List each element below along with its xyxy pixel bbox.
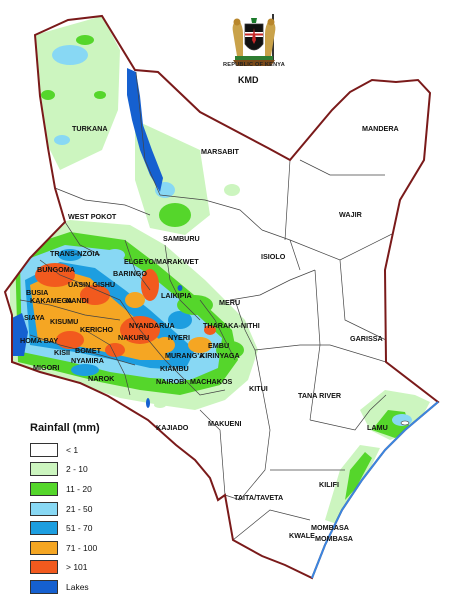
county-label: BUSIA (26, 288, 48, 297)
county-label: KISII (54, 348, 70, 357)
county-label: GARISSA (350, 334, 383, 343)
county-label: MERU (219, 298, 240, 307)
county-label: MANDERA (362, 124, 399, 133)
county-label: WEST POKOT (68, 212, 117, 221)
county-label: TAITA/TAVETA (234, 493, 283, 502)
county-label: BARINGO (113, 269, 147, 278)
lake-turkana (127, 68, 163, 192)
legend-swatch (30, 521, 58, 536)
legend-swatch (30, 462, 58, 477)
county-label: NYANDARUA (129, 321, 175, 330)
county-label: MAKUENI (208, 419, 242, 428)
county-label: MIGORI (33, 363, 59, 372)
county-label: ISIOLO (261, 252, 286, 261)
county-label: KAKAMEGA (30, 296, 72, 305)
county-label: MACHAKOS (190, 377, 233, 386)
agency-label: KMD (238, 75, 259, 85)
legend-item: 21 - 50 (30, 499, 150, 519)
county-label: NAROK (88, 374, 115, 383)
county-boundaries (19, 71, 401, 541)
county-label: NAIROBI (156, 377, 186, 386)
legend-item: > 101 (30, 558, 150, 578)
county-label: KAJIADO (156, 423, 189, 432)
legend-label: 21 - 50 (66, 503, 93, 514)
legend-label: > 101 (66, 562, 88, 573)
county-label: KWALE (289, 531, 315, 540)
county-label: KISUMU (50, 317, 78, 326)
legend-item: 2 - 10 (30, 460, 150, 480)
legend-swatch (30, 481, 58, 496)
rainfall-legend: Rainfall (mm) < 1 2 - 10 11 - 20 21 - 50… (30, 422, 150, 597)
legend-item: 71 - 100 (30, 538, 150, 558)
emblem-caption: REPUBLIC OF KENYA (223, 62, 285, 68)
legend-label: 51 - 70 (66, 523, 93, 534)
county-label: MURANG'A (165, 351, 204, 360)
county-label: KIRINYAGA (200, 351, 240, 360)
county-label: SAMBURU (163, 234, 200, 243)
legend-label: 71 - 100 (66, 542, 98, 553)
legend-item: 51 - 70 (30, 518, 150, 538)
county-label: THARAKA-NITHI (203, 321, 260, 330)
county-label: MARSABIT (201, 147, 240, 156)
legend-label: Lakes (66, 581, 89, 592)
county-label: KILIFI (319, 480, 339, 489)
county-label: NYAMIRA (71, 356, 104, 365)
legend-item: 11 - 20 (30, 479, 150, 499)
county-label: NANDI (66, 296, 89, 305)
county-label: LAMU (367, 423, 388, 432)
county-label: KIAMBU (160, 364, 189, 373)
county-labels: TURKANA MARSABIT MANDERA WAJIR WEST POKO… (20, 124, 399, 543)
legend-label: < 1 (66, 444, 79, 455)
legend-title: Rainfall (mm) (30, 422, 100, 434)
county-label: BUNGOMA (37, 265, 75, 274)
county-label: KITUI (249, 384, 268, 393)
county-label: WAJIR (339, 210, 363, 219)
lamu-island (400, 420, 410, 426)
coastline (311, 401, 439, 579)
county-label: ELGEYO/MARAKWET (124, 257, 199, 266)
county-label: BOMET (75, 346, 102, 355)
legend-label: 2 - 10 (66, 464, 88, 475)
legend-item: < 1 (30, 440, 150, 460)
county-label: EMBU (208, 341, 229, 350)
legend-swatch (30, 442, 58, 457)
county-label: HOMA BAY (20, 336, 58, 345)
legend-label: 11 - 20 (66, 483, 92, 494)
county-label: LAIKIPIA (161, 291, 192, 300)
county-label: TURKANA (72, 124, 108, 133)
lake-victoria (12, 313, 28, 356)
county-label: NYERI (168, 333, 190, 342)
county-label: SIAYA (24, 313, 45, 322)
legend-swatch (30, 560, 58, 575)
county-label: TANA RIVER (298, 391, 342, 400)
county-label: MOMBASA (315, 534, 353, 543)
kenya-coat-of-arms-icon (232, 14, 276, 66)
lake-baringo (177, 285, 183, 291)
county-label: MOMBASA (311, 523, 349, 532)
legend-swatch (30, 501, 58, 516)
legend-swatch (30, 540, 58, 555)
county-label: KERICHO (80, 325, 114, 334)
county-label: UASIN GISHU (68, 280, 115, 289)
lake-magadi (146, 398, 150, 408)
legend-swatch (30, 579, 58, 594)
county-label: NAKURU (118, 333, 149, 342)
rainfall-shading (10, 16, 430, 525)
county-label: TRANS-NZOIA (50, 249, 100, 258)
legend-item: Lakes (30, 577, 150, 597)
